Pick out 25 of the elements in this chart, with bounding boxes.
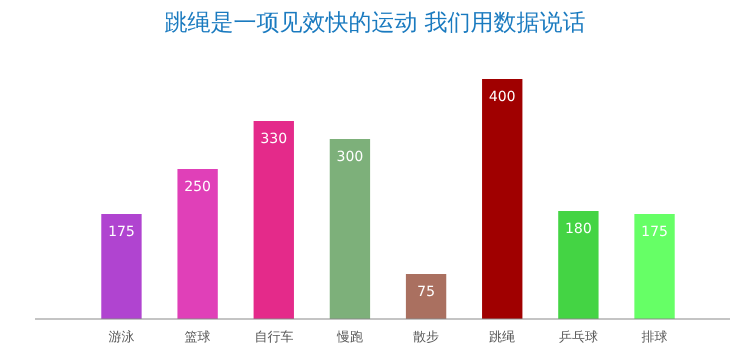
chart-title: 跳绳是一项见效快的运动 我们用数据说话 — [164, 10, 586, 36]
bar — [177, 169, 218, 319]
data-label: 330 — [260, 131, 288, 147]
bar — [482, 79, 522, 319]
data-label: 75 — [417, 284, 435, 300]
bar — [558, 211, 599, 319]
data-label: 400 — [488, 89, 516, 105]
x-tick-label: 跳绳 — [489, 330, 516, 345]
data-label: 175 — [641, 224, 668, 240]
data-label: 250 — [184, 179, 211, 195]
data-label: 180 — [565, 221, 592, 237]
x-tick-label: 散步 — [413, 330, 440, 345]
data-label: 300 — [336, 149, 364, 165]
x-tick-label: 篮球 — [184, 330, 211, 345]
bar — [254, 121, 294, 319]
x-tick-label: 排球 — [642, 330, 668, 345]
x-tick-label: 自行车 — [254, 330, 294, 345]
x-tick-label: 游泳 — [108, 329, 134, 345]
bar — [406, 274, 446, 319]
bar — [634, 214, 675, 319]
x-tick-label: 慢跑 — [336, 330, 363, 345]
bar — [330, 139, 370, 319]
x-tick-label: 乒乓球 — [558, 330, 598, 345]
bar — [101, 214, 142, 319]
data-label: 175 — [108, 224, 135, 240]
